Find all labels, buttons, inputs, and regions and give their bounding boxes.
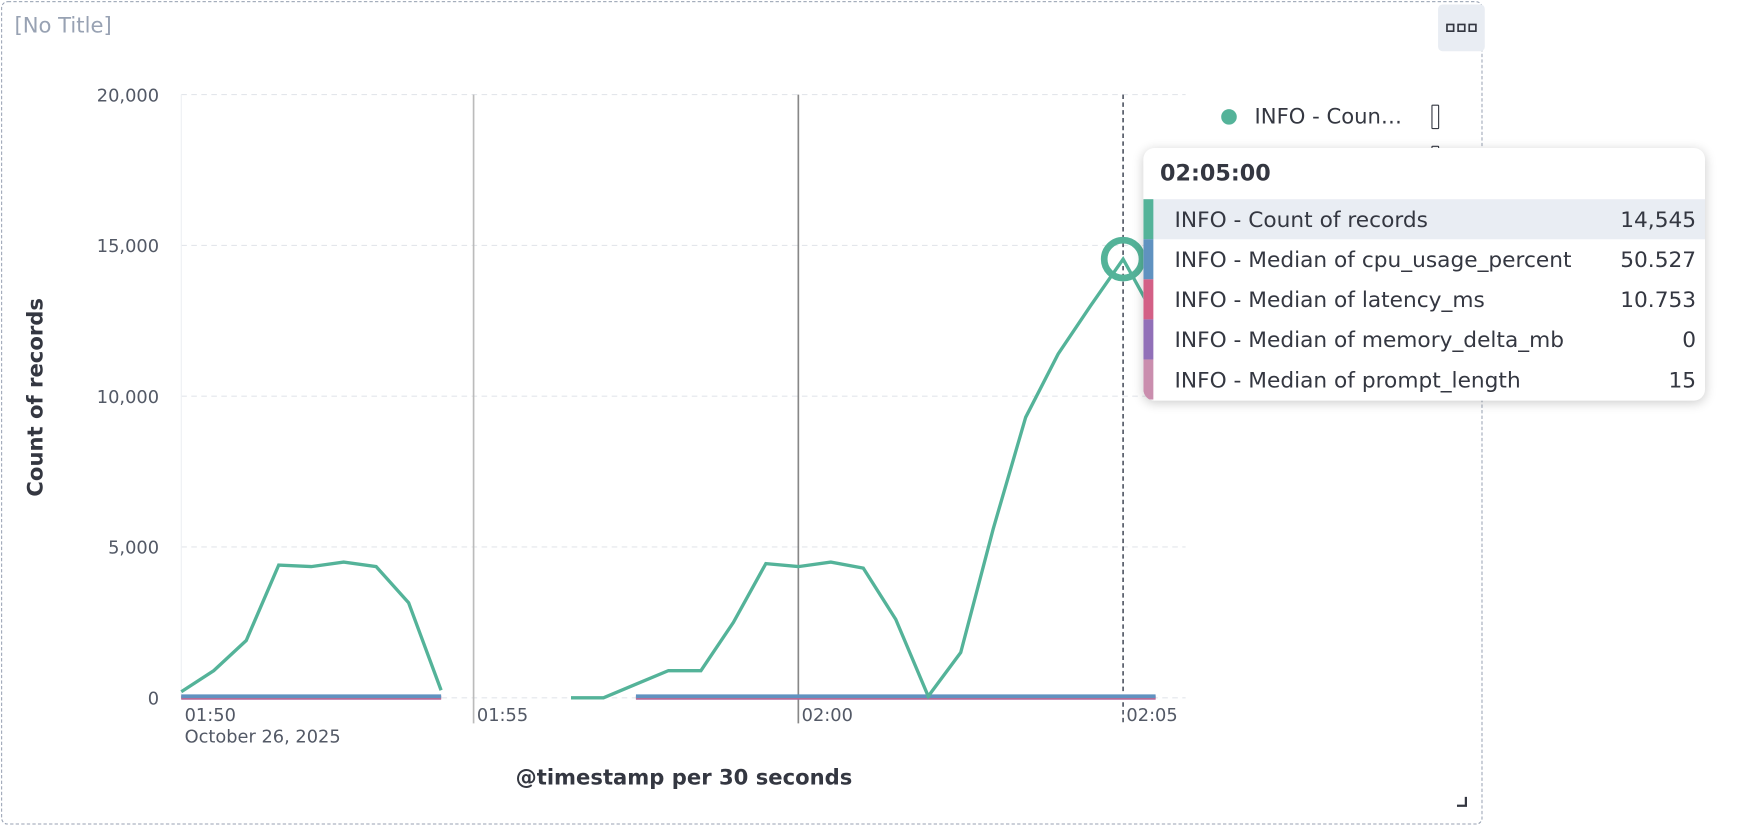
tooltip-row: INFO - Median of latency_ms 10.753	[1143, 279, 1705, 320]
y-tick-label: 15,000	[97, 236, 159, 257]
menu-icon	[1446, 23, 1477, 32]
tooltip-swatch	[1143, 239, 1154, 280]
tooltip-value: 10.753	[1620, 286, 1697, 313]
x-tick-label: 02:05	[1126, 705, 1177, 726]
legend-label: INFO - Count of records	[1254, 104, 1405, 129]
tooltip-label: INFO - Median of latency_ms	[1174, 286, 1485, 313]
tooltip: 02:05:00 INFO - Count of records 14,545 IN…	[1143, 148, 1706, 401]
tooltip-swatch	[1143, 279, 1154, 320]
tooltip-row: INFO - Median of cpu_usage_percent 50.527	[1143, 239, 1705, 280]
resize-handle[interactable]	[1455, 795, 1471, 811]
y-tick-label: 5,000	[108, 538, 159, 559]
tooltip-label: INFO - Median of cpu_usage_percent	[1174, 246, 1572, 273]
panel: [No Title]	[1, 1, 1485, 825]
tooltip-value: 0	[1682, 326, 1697, 353]
x-date-label: October 26, 2025	[185, 726, 341, 747]
tooltip-value: 15	[1668, 366, 1697, 393]
hover-point	[1100, 236, 1146, 282]
legend-item: INFO - Count of records	[1221, 96, 1440, 137]
tooltip-value: 14,545	[1620, 206, 1697, 233]
tooltip-label: INFO - Median of prompt_length	[1174, 366, 1521, 393]
x-tick-label: 01:50	[185, 705, 236, 726]
tooltip-row: INFO - Median of memory_delta_mb 0	[1143, 319, 1705, 360]
x-tick-label: 01:55	[477, 705, 528, 726]
tooltip-swatch	[1143, 199, 1154, 240]
x-tick-label: 02:00	[802, 705, 853, 726]
panel-title: [No Title]	[14, 13, 112, 38]
series-line	[180, 255, 1158, 700]
tooltip-label: INFO - Count of records	[1174, 206, 1428, 233]
y-tick-label: 20,000	[97, 85, 159, 106]
legend-action[interactable]	[1431, 104, 1440, 129]
y-axis-title: Count of records	[22, 298, 47, 497]
tooltip-label: INFO - Median of memory_delta_mb	[1174, 326, 1564, 353]
panel-menu[interactable]	[1438, 4, 1485, 52]
tooltip-title: 02:05:00	[1160, 159, 1271, 186]
x-axis-title: @timestamp per 30 seconds	[516, 765, 853, 790]
tooltip-swatch	[1143, 319, 1154, 360]
tooltip-row: INFO - Median of prompt_length 15	[1143, 359, 1705, 400]
y-tick-label: 0	[148, 688, 159, 709]
legend-swatch	[1221, 108, 1237, 125]
tooltip-swatch	[1143, 359, 1154, 400]
tooltip-value: 50.527	[1620, 246, 1697, 273]
tooltip-row: INFO - Count of records 14,545	[1143, 199, 1706, 240]
y-tick-label: 10,000	[97, 387, 159, 408]
